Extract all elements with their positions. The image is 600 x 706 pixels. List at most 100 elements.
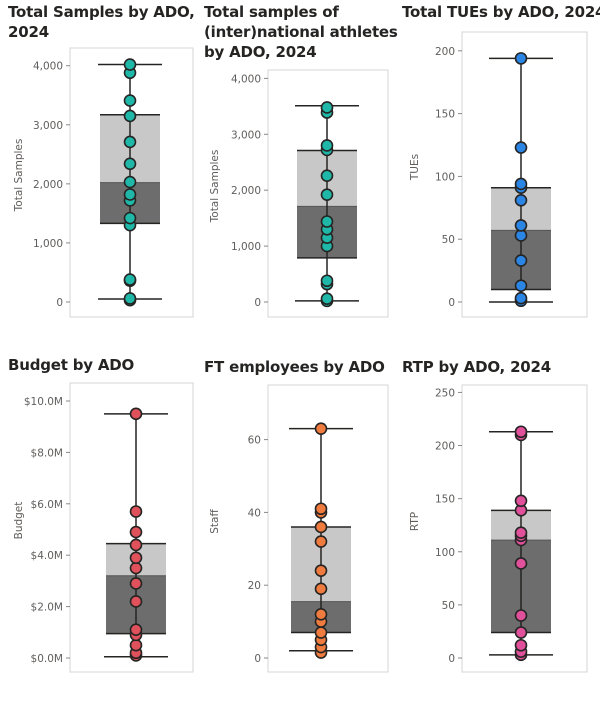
data-point [514, 609, 528, 622]
y-tick-label: 200 [435, 441, 455, 453]
data-point [514, 291, 528, 305]
data-point [514, 557, 528, 570]
y-tick-label: $2.0M [31, 602, 63, 614]
y-tick-label: 200 [435, 46, 455, 58]
panel-title-athletes: Total samples of (inter)national athlete… [204, 2, 398, 62]
data-point [514, 494, 528, 508]
panel-title-rtp: RTP by ADO, 2024 [402, 357, 551, 377]
y-tick-label: 3,000 [231, 129, 261, 141]
data-point [514, 219, 528, 232]
data-point [314, 564, 328, 577]
y-axis-label: Staff [209, 509, 221, 534]
y-tick-label: 100 [435, 547, 455, 559]
data-point [514, 626, 528, 639]
data-point [123, 211, 137, 225]
data-point [320, 101, 334, 114]
data-point [129, 551, 143, 565]
y-tick-label: $6.0M [31, 499, 63, 511]
plot-frame [69, 382, 194, 673]
data-point [314, 582, 328, 596]
data-point [123, 273, 137, 286]
data-point [514, 177, 528, 191]
title-line: Budget by ADO [8, 356, 135, 374]
y-axis-label: Total Samples [13, 139, 25, 213]
y-tick-label: 1,000 [33, 238, 63, 250]
y-tick-label: 250 [435, 387, 455, 399]
data-point [129, 577, 143, 590]
data-point [129, 538, 143, 552]
data-point [129, 623, 143, 637]
data-point [514, 279, 528, 292]
y-axis-label: RTP [409, 512, 421, 531]
data-point [514, 638, 528, 652]
y-tick-label: $10.0M [24, 396, 63, 408]
data-point [123, 58, 137, 71]
y-tick-label: 150 [435, 109, 455, 121]
y-axis-label: Total Samples [209, 150, 221, 224]
data-point [129, 595, 143, 608]
plot-frame [267, 384, 389, 673]
y-tick-label: $4.0M [31, 550, 63, 562]
y-tick-label: 0 [448, 653, 455, 665]
data-point [320, 188, 334, 201]
title-line: Total samples of [204, 3, 339, 21]
panel-title-budget: Budget by ADO [8, 355, 134, 375]
title-line: 2024 [8, 23, 49, 41]
panel-title-total-samples: Total Samples by ADO, 2024 [8, 2, 195, 42]
data-point [514, 254, 528, 267]
data-point [123, 175, 137, 189]
data-point [314, 520, 328, 534]
plot-frame [461, 31, 588, 318]
plot-frame [461, 384, 588, 673]
title-line: by ADO, 2024 [204, 43, 317, 61]
y-tick-label: $0.0M [31, 653, 63, 665]
data-point [514, 193, 528, 207]
y-tick-label: 100 [435, 171, 455, 183]
y-tick-label: 50 [442, 234, 455, 246]
data-point [320, 215, 334, 228]
y-tick-label: 4,000 [231, 73, 261, 85]
y-tick-label: 50 [442, 600, 455, 612]
data-point [314, 422, 328, 435]
y-tick-label: 0 [448, 297, 455, 309]
data-point [123, 135, 137, 149]
data-point [320, 139, 334, 152]
y-tick-label: 3,000 [33, 120, 63, 132]
panel-title-tues: Total TUEs by ADO, 2024 [402, 2, 600, 22]
data-point [129, 561, 143, 575]
data-point [129, 505, 143, 518]
y-tick-label: 20 [248, 580, 261, 592]
data-point [123, 157, 137, 171]
data-point [320, 292, 334, 305]
plot-frame [267, 69, 389, 318]
data-point [514, 141, 528, 154]
y-tick-label: 2,000 [33, 179, 63, 191]
data-point [129, 525, 143, 539]
data-point [129, 638, 143, 652]
title-line: Total Samples by ADO, [8, 3, 195, 21]
y-tick-label: 0 [254, 297, 261, 309]
y-tick-label: 40 [248, 507, 261, 519]
y-tick-label: 60 [248, 435, 261, 447]
y-tick-label: 2,000 [231, 185, 261, 197]
y-tick-label: 150 [435, 494, 455, 506]
title-line: Total TUEs by ADO, 2024 [402, 3, 600, 21]
data-point [123, 292, 137, 305]
y-tick-label: 0 [254, 653, 261, 665]
y-axis-label: TUEs [409, 154, 421, 181]
data-point [320, 169, 334, 182]
y-axis-label: Budget [13, 502, 25, 540]
data-point [314, 626, 328, 639]
y-tick-label: 0 [56, 297, 63, 309]
title-line: (inter)national athletes [204, 23, 398, 41]
data-point [314, 502, 328, 516]
data-point [314, 608, 328, 621]
y-tick-label: 1,000 [231, 241, 261, 253]
plot-frame [69, 47, 194, 318]
data-point [514, 526, 528, 539]
title-line: RTP by ADO, 2024 [402, 358, 552, 376]
data-point [514, 52, 528, 65]
data-point [514, 425, 528, 439]
data-point [129, 407, 143, 421]
